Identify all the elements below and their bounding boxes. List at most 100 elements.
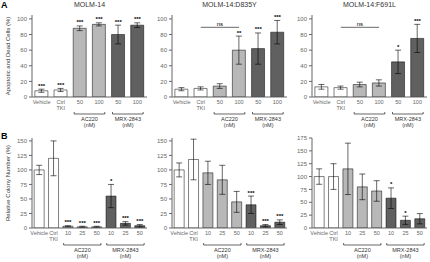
- svg-text:80: 80: [20, 32, 27, 38]
- svg-text:50: 50: [20, 196, 27, 202]
- svg-text:MRX-2843(nM): MRX-2843(nM): [395, 116, 421, 128]
- svg-text:25: 25: [359, 230, 365, 236]
- svg-text:60: 60: [20, 47, 27, 53]
- svg-text:50: 50: [217, 99, 223, 105]
- svg-text:CtrlTKI: CtrlTKI: [56, 99, 65, 111]
- svg-text:10: 10: [65, 230, 71, 236]
- svg-text:75: 75: [160, 182, 167, 188]
- svg-text:Vehicle: Vehicle: [313, 99, 331, 105]
- svg-text:50: 50: [255, 99, 261, 105]
- svg-text:50: 50: [374, 230, 380, 236]
- svg-text:10: 10: [205, 230, 211, 236]
- svg-text:80: 80: [160, 32, 167, 38]
- svg-text:50: 50: [115, 99, 121, 105]
- svg-text:***: ***: [414, 18, 422, 24]
- svg-text:50: 50: [395, 99, 401, 105]
- svg-text:***: ***: [57, 82, 65, 88]
- svg-text:100: 100: [234, 99, 243, 105]
- svg-text:CtrlTKI: CtrlTKI: [329, 230, 338, 242]
- svg-text:150: 150: [157, 138, 168, 144]
- svg-text:***: ***: [79, 220, 87, 226]
- svg-text:Apoptotic and Dead Cells (%): Apoptotic and Dead Cells (%): [8, 17, 11, 96]
- svg-text:***: ***: [134, 16, 142, 22]
- svg-text:20: 20: [160, 79, 167, 85]
- svg-text:50: 50: [234, 230, 240, 236]
- svg-text:10: 10: [248, 230, 254, 236]
- svg-text:AC220(nM): AC220(nM): [214, 247, 231, 259]
- svg-text:***: ***: [255, 26, 263, 32]
- svg-text:40: 40: [300, 63, 307, 69]
- svg-text:25: 25: [262, 230, 268, 236]
- svg-text:*: *: [404, 210, 407, 216]
- svg-text:10: 10: [345, 230, 351, 236]
- svg-text:80: 80: [300, 32, 307, 38]
- svg-text:Vehicle: Vehicle: [310, 230, 328, 236]
- svg-text:CtrlTKI: CtrlTKI: [196, 99, 205, 111]
- svg-text:0: 0: [24, 94, 28, 100]
- svg-text:25: 25: [402, 230, 408, 236]
- svg-text:AC220(nM): AC220(nM): [221, 116, 238, 128]
- svg-text:***: ***: [115, 19, 123, 25]
- svg-text:CtrlTKI: CtrlTKI: [189, 230, 198, 242]
- svg-text:60: 60: [160, 47, 167, 53]
- svg-text:100: 100: [297, 16, 308, 22]
- svg-text:75: 75: [300, 187, 307, 193]
- svg-text:ns: ns: [357, 21, 363, 27]
- svg-text:50: 50: [417, 230, 422, 236]
- svg-text:***: ***: [262, 218, 270, 224]
- svg-text:***: ***: [136, 218, 144, 224]
- svg-text:CtrlTKI: CtrlTKI: [336, 99, 345, 111]
- svg-text:25: 25: [300, 212, 307, 218]
- svg-text:*: *: [390, 181, 393, 187]
- svg-text:40: 40: [160, 63, 167, 69]
- svg-text:100: 100: [374, 99, 383, 105]
- svg-text:MRX-2843(nM): MRX-2843(nM): [112, 247, 138, 259]
- svg-text:25: 25: [219, 230, 225, 236]
- svg-text:100: 100: [413, 99, 422, 105]
- svg-text:***: ***: [96, 16, 104, 22]
- svg-text:25: 25: [79, 230, 85, 236]
- svg-text:125: 125: [157, 153, 168, 159]
- svg-text:60: 60: [300, 47, 307, 53]
- svg-text:25: 25: [20, 211, 27, 217]
- svg-text:Vehicle: Vehicle: [30, 230, 48, 236]
- svg-text:10: 10: [388, 230, 394, 236]
- svg-text:MRX-2843(nM): MRX-2843(nM): [255, 116, 281, 128]
- svg-text:0: 0: [304, 94, 308, 100]
- svg-text:100: 100: [17, 167, 28, 173]
- svg-text:100: 100: [157, 16, 168, 22]
- svg-text:50: 50: [160, 196, 167, 202]
- svg-text:175: 175: [297, 135, 308, 141]
- svg-text:***: ***: [64, 219, 72, 225]
- svg-text:40: 40: [20, 63, 27, 69]
- svg-text:AC220(nM): AC220(nM): [74, 247, 91, 259]
- svg-text:***: ***: [76, 19, 84, 25]
- svg-text:10: 10: [108, 230, 114, 236]
- svg-text:0: 0: [24, 225, 28, 231]
- svg-text:ns: ns: [217, 21, 223, 27]
- svg-text:100: 100: [17, 16, 28, 22]
- svg-text:100: 100: [273, 99, 282, 105]
- svg-text:**: **: [237, 30, 242, 36]
- svg-text:MRX-2843(nM): MRX-2843(nM): [115, 116, 141, 128]
- svg-text:50: 50: [300, 199, 307, 205]
- svg-text:***: ***: [276, 213, 284, 219]
- svg-text:***: ***: [122, 215, 130, 221]
- svg-text:Vehicle: Vehicle: [173, 99, 191, 105]
- svg-text:125: 125: [297, 161, 308, 167]
- svg-text:*: *: [397, 44, 400, 50]
- svg-text:150: 150: [297, 148, 308, 154]
- svg-text:25: 25: [122, 230, 128, 236]
- svg-text:20: 20: [300, 79, 307, 85]
- svg-text:125: 125: [17, 153, 28, 159]
- svg-text:Vehicle: Vehicle: [33, 99, 51, 105]
- svg-text:25: 25: [160, 211, 167, 217]
- svg-text:100: 100: [157, 167, 168, 173]
- svg-text:*: *: [110, 178, 113, 184]
- svg-text:AC220(nM): AC220(nM): [354, 247, 371, 259]
- svg-text:50: 50: [137, 230, 143, 236]
- svg-text:0: 0: [164, 94, 168, 100]
- svg-text:100: 100: [94, 99, 103, 105]
- svg-text:CtrlTKI: CtrlTKI: [49, 230, 58, 242]
- svg-text:0: 0: [164, 225, 168, 231]
